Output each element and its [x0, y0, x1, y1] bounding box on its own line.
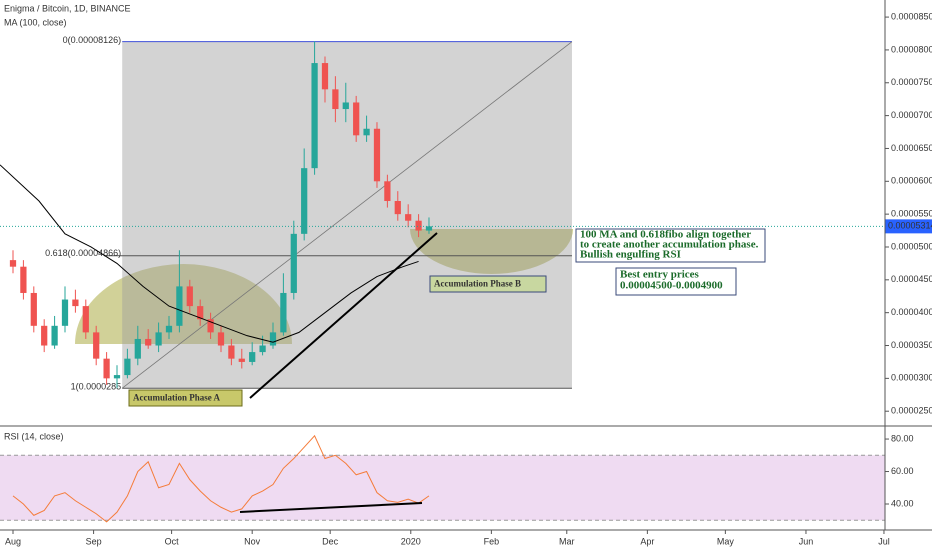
- candle-body: [186, 286, 193, 307]
- annotation: 100 MA and 0.618fibo align together: [580, 229, 751, 241]
- fib-label: 0.618(0.00004866): [45, 248, 121, 258]
- rsi-band: [0, 455, 885, 521]
- last-price-label: 0.00005314: [888, 221, 932, 231]
- candle-body: [342, 102, 349, 110]
- rsi-legend: RSI (14, close): [4, 431, 64, 441]
- label-box: [429, 275, 547, 293]
- candle-body: [363, 128, 370, 136]
- candle-body: [103, 358, 110, 379]
- candle-body: [290, 233, 297, 293]
- x-tick-label: 2020: [401, 536, 421, 546]
- candle-body: [384, 181, 391, 202]
- candle-body: [394, 201, 401, 215]
- candle-body: [113, 375, 121, 379]
- fib-trend: [121, 41, 573, 389]
- candle-body: [217, 332, 225, 346]
- candle-body: [197, 306, 204, 320]
- y-tick-label: 80.00: [891, 433, 914, 443]
- x-tick-label: Sep: [86, 536, 102, 546]
- x-tick-label: Jul: [878, 536, 890, 546]
- candle-body: [415, 220, 422, 231]
- trend-line: [239, 502, 423, 513]
- annotation: to create another accumulation phase.: [580, 239, 759, 251]
- chart-title: Enigma / Bitcoin, 1D, BINANCE: [4, 3, 131, 13]
- annotation: Accumulation Phase A: [133, 393, 221, 403]
- x-tick-label: Aug: [5, 536, 21, 546]
- candle-body: [124, 358, 131, 376]
- x-tick-label: Mar: [559, 536, 575, 546]
- candle-body: [145, 338, 152, 346]
- candle-body: [93, 332, 100, 359]
- annotation: 0.00004500-0.0004900: [620, 280, 723, 292]
- candle-body: [321, 63, 329, 90]
- rsi-line: [12, 434, 430, 523]
- cup-a: [75, 264, 292, 344]
- candle-body: [249, 352, 256, 362]
- note-box: [575, 228, 766, 263]
- candle-body: [134, 338, 141, 359]
- candle-body: [311, 63, 318, 169]
- candle-body: [41, 325, 48, 346]
- candle-body: [30, 292, 37, 326]
- label-box: [128, 389, 243, 407]
- ma-line: [0, 164, 419, 343]
- fib-label: 0(0.00008126): [63, 35, 122, 45]
- drawings: [75, 41, 573, 389]
- last-price-box: [885, 219, 932, 234]
- annotation: Best entry prices: [620, 269, 700, 281]
- x-tick-label: Jun: [799, 536, 814, 546]
- candle-body: [155, 332, 162, 346]
- candle-body: [82, 306, 89, 333]
- cup-b: [410, 229, 573, 274]
- note-box: [615, 267, 737, 296]
- y-tick-label: 40.00: [891, 498, 914, 508]
- trend-line: [249, 232, 438, 399]
- x-tick-label: Apr: [640, 536, 654, 546]
- x-tick-label: May: [717, 536, 735, 546]
- candle-body: [353, 102, 360, 136]
- candle-body: [61, 299, 69, 326]
- candle-body: [72, 299, 79, 307]
- candle-body: [9, 260, 17, 267]
- candle-body: [228, 345, 235, 359]
- x-tick-label: Feb: [484, 536, 500, 546]
- candle-body: [301, 168, 308, 234]
- candle-body: [259, 345, 266, 353]
- x-tick-label: Oct: [165, 536, 180, 546]
- candle-body: [332, 89, 339, 110]
- x-tick-label: Nov: [244, 536, 261, 546]
- y-tick-label: 0.00004500: [891, 274, 932, 284]
- annotation: Accumulation Phase B: [434, 279, 521, 289]
- candle-body: [165, 325, 173, 333]
- candle-body: [51, 325, 58, 346]
- candle-body: [280, 292, 287, 333]
- candle-body: [425, 226, 433, 231]
- candle-body: [269, 332, 277, 346]
- candle-body: [373, 128, 381, 182]
- candle-body: [238, 358, 245, 362]
- candle-body: [20, 266, 27, 293]
- ma-legend: MA (100, close): [4, 17, 67, 27]
- candle-body: [405, 214, 412, 221]
- annotation: Bullish engulfing RSI: [580, 249, 681, 261]
- y-tick-label: 60.00: [891, 466, 914, 476]
- fib-label: 1(0.0000285: [71, 382, 122, 392]
- x-tick-label: Dec: [322, 536, 339, 546]
- candle-body: [207, 319, 214, 333]
- candle-body: [176, 286, 183, 326]
